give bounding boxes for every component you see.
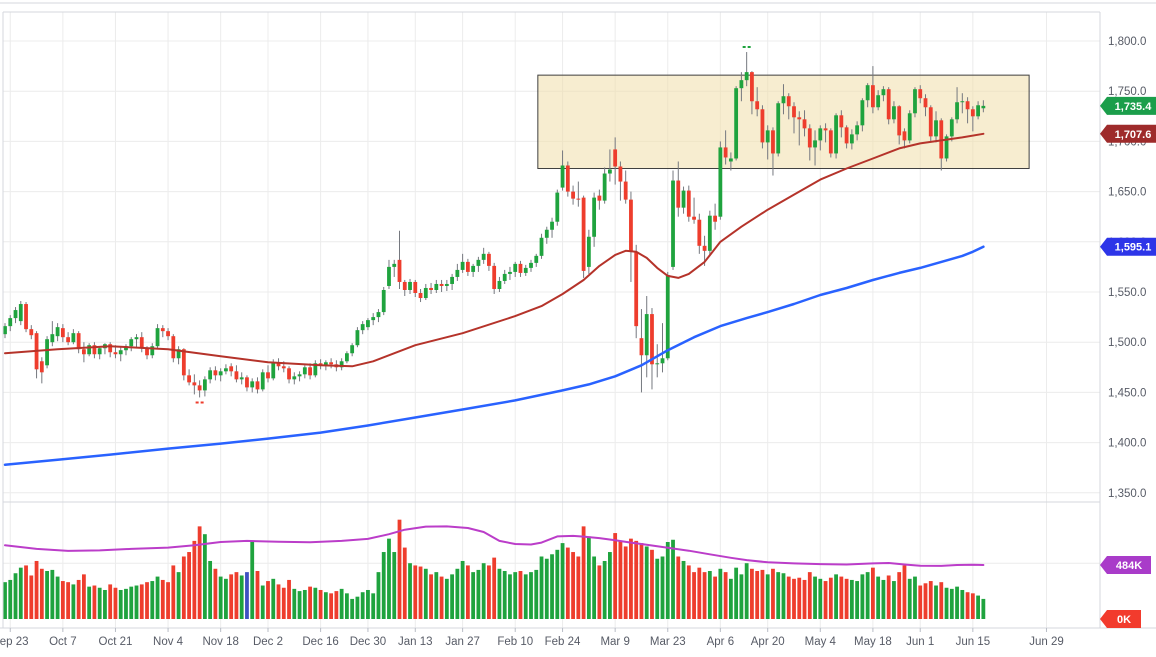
svg-text:484K: 484K (1116, 560, 1142, 572)
current-volume-tag: 0K (1100, 610, 1141, 628)
svg-text:Nov 4: Nov 4 (153, 636, 184, 648)
slow-ma-line (3, 245, 985, 466)
svg-text:Jun 29: Jun 29 (1029, 636, 1064, 648)
svg-text:1,800.0: 1,800.0 (1108, 36, 1146, 48)
svg-text:1,400.0: 1,400.0 (1108, 438, 1146, 450)
svg-text:Nov 18: Nov 18 (202, 636, 238, 648)
svg-text:0K: 0K (1117, 614, 1131, 626)
svg-text:May 18: May 18 (854, 636, 892, 648)
svg-text:1,350.0: 1,350.0 (1108, 488, 1146, 500)
candlestick-series[interactable] (3, 52, 986, 398)
svg-text:Jan 27: Jan 27 (445, 636, 480, 648)
svg-text:1,650.0: 1,650.0 (1108, 187, 1146, 199)
fast-ma-price-tag: 1,707.6 (1100, 124, 1156, 143)
svg-text:Oct 21: Oct 21 (99, 636, 133, 648)
svg-text:Sep 23: Sep 23 (0, 636, 28, 648)
volume-series[interactable] (3, 519, 986, 619)
time-axis[interactable]: Sep 23 Oct 7 Oct 21 Nov 4 Nov 18 Dec 2 Dec 16 D… (0, 628, 1064, 648)
svg-text:1,595.1: 1,595.1 (1115, 242, 1152, 254)
svg-text:Apr 6: Apr 6 (707, 636, 735, 648)
svg-text:May 4: May 4 (805, 636, 837, 648)
svg-text:Dec 30: Dec 30 (350, 636, 386, 648)
svg-text:Jun 15: Jun 15 (956, 636, 991, 648)
svg-text:Feb 24: Feb 24 (545, 636, 581, 648)
slow-ma-price-tag: 1,595.1 (1100, 237, 1156, 256)
svg-text:1,500.0: 1,500.0 (1108, 337, 1146, 349)
extreme-dash-markers (195, 46, 751, 404)
svg-text:1,750.0: 1,750.0 (1108, 86, 1146, 98)
svg-text:Dec 2: Dec 2 (253, 636, 283, 648)
volume-ma-line (4, 525, 985, 567)
svg-text:Dec 16: Dec 16 (302, 636, 338, 648)
svg-text:Jan 13: Jan 13 (398, 636, 433, 648)
svg-text:Apr 20: Apr 20 (751, 636, 785, 648)
fast-ma-line (4, 132, 985, 368)
volume-ma-tag: 484K (1100, 555, 1151, 574)
svg-text:1,707.6: 1,707.6 (1115, 129, 1152, 141)
svg-text:1,735.4: 1,735.4 (1115, 101, 1153, 113)
svg-text:Mar 23: Mar 23 (650, 636, 686, 648)
pane-frames (0, 2, 1156, 629)
grid-lines (3, 12, 1100, 628)
svg-text:1,550.0: 1,550.0 (1108, 287, 1146, 299)
svg-text:Feb 10: Feb 10 (497, 636, 533, 648)
svg-text:Mar 9: Mar 9 (600, 636, 629, 648)
last-price-tag: 1,735.4 (1100, 96, 1156, 115)
svg-text:1,450.0: 1,450.0 (1108, 387, 1146, 399)
svg-text:Jun 1: Jun 1 (906, 636, 934, 648)
svg-text:Oct 7: Oct 7 (49, 636, 76, 648)
